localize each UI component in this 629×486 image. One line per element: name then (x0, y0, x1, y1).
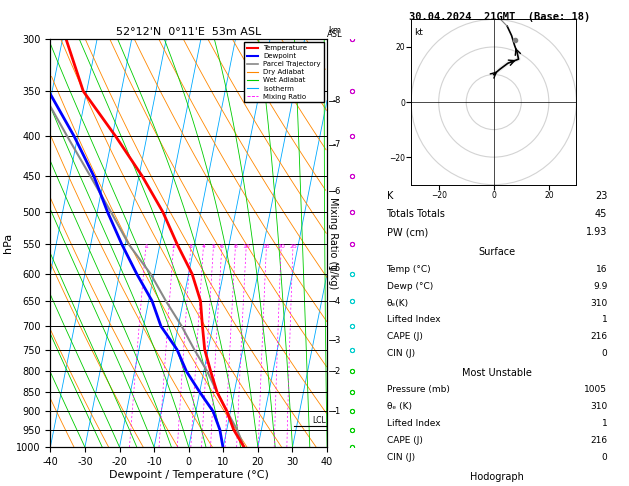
Text: Lifted Index: Lifted Index (386, 419, 440, 428)
Text: 16: 16 (596, 265, 608, 274)
Text: 310: 310 (590, 402, 608, 411)
Text: 9.9: 9.9 (593, 282, 608, 291)
Text: Most Unstable: Most Unstable (462, 368, 532, 378)
Text: CAPE (J): CAPE (J) (386, 436, 423, 445)
Text: 10: 10 (242, 244, 250, 249)
Text: -8: -8 (333, 96, 342, 105)
Text: Hodograph: Hodograph (470, 472, 524, 482)
Y-axis label: Mixing Ratio (g/kg): Mixing Ratio (g/kg) (328, 197, 338, 289)
Y-axis label: hPa: hPa (3, 233, 13, 253)
Text: Dewp (°C): Dewp (°C) (386, 282, 433, 291)
Text: 3: 3 (189, 244, 193, 249)
Text: 1: 1 (601, 419, 608, 428)
Legend: Temperature, Dewpoint, Parcel Trajectory, Dry Adiabat, Wet Adiabat, Isotherm, Mi: Temperature, Dewpoint, Parcel Trajectory… (245, 42, 323, 103)
Text: 15: 15 (263, 244, 270, 249)
Text: 1.93: 1.93 (586, 227, 608, 238)
Text: 310: 310 (590, 298, 608, 308)
Text: 216: 216 (590, 332, 608, 341)
Text: CAPE (J): CAPE (J) (386, 332, 423, 341)
Text: 216: 216 (590, 436, 608, 445)
Text: 20: 20 (277, 244, 285, 249)
Text: 0: 0 (601, 453, 608, 462)
Text: LCL: LCL (312, 416, 326, 425)
Title: 52°12'N  0°11'E  53m ASL: 52°12'N 0°11'E 53m ASL (116, 27, 261, 37)
Text: K: K (386, 191, 393, 201)
Text: Pressure (mb): Pressure (mb) (386, 385, 449, 395)
Text: 1: 1 (601, 315, 608, 324)
Text: 6: 6 (220, 244, 224, 249)
Text: 1: 1 (144, 244, 148, 249)
Text: 25: 25 (289, 244, 297, 249)
Text: -6: -6 (333, 187, 342, 195)
X-axis label: Dewpoint / Temperature (°C): Dewpoint / Temperature (°C) (109, 469, 269, 480)
Text: 1005: 1005 (584, 385, 608, 395)
Text: Totals Totals: Totals Totals (386, 209, 445, 219)
Text: 4: 4 (201, 244, 206, 249)
Text: -1: -1 (333, 407, 342, 416)
Text: -3: -3 (333, 336, 342, 345)
Text: 2: 2 (172, 244, 175, 249)
Text: Surface: Surface (478, 247, 516, 258)
Text: -5: -5 (333, 264, 342, 273)
Text: ASL: ASL (327, 30, 343, 39)
Text: -7: -7 (333, 140, 342, 149)
Text: 0: 0 (601, 349, 608, 358)
Text: 5: 5 (211, 244, 216, 249)
Text: -2: -2 (333, 367, 342, 376)
Text: Temp (°C): Temp (°C) (386, 265, 431, 274)
Text: Lifted Index: Lifted Index (386, 315, 440, 324)
Text: θₑ(K): θₑ(K) (386, 298, 409, 308)
Text: km: km (328, 27, 342, 35)
Text: kt: kt (414, 28, 423, 37)
Text: PW (cm): PW (cm) (386, 227, 428, 238)
Text: θₑ (K): θₑ (K) (386, 402, 411, 411)
Text: 23: 23 (595, 191, 608, 201)
Text: -4: -4 (333, 296, 342, 306)
Text: 30.04.2024  21GMT  (Base: 18): 30.04.2024 21GMT (Base: 18) (409, 12, 591, 22)
Text: 8: 8 (233, 244, 238, 249)
Text: CIN (J): CIN (J) (386, 349, 415, 358)
Text: CIN (J): CIN (J) (386, 453, 415, 462)
Text: 45: 45 (595, 209, 608, 219)
